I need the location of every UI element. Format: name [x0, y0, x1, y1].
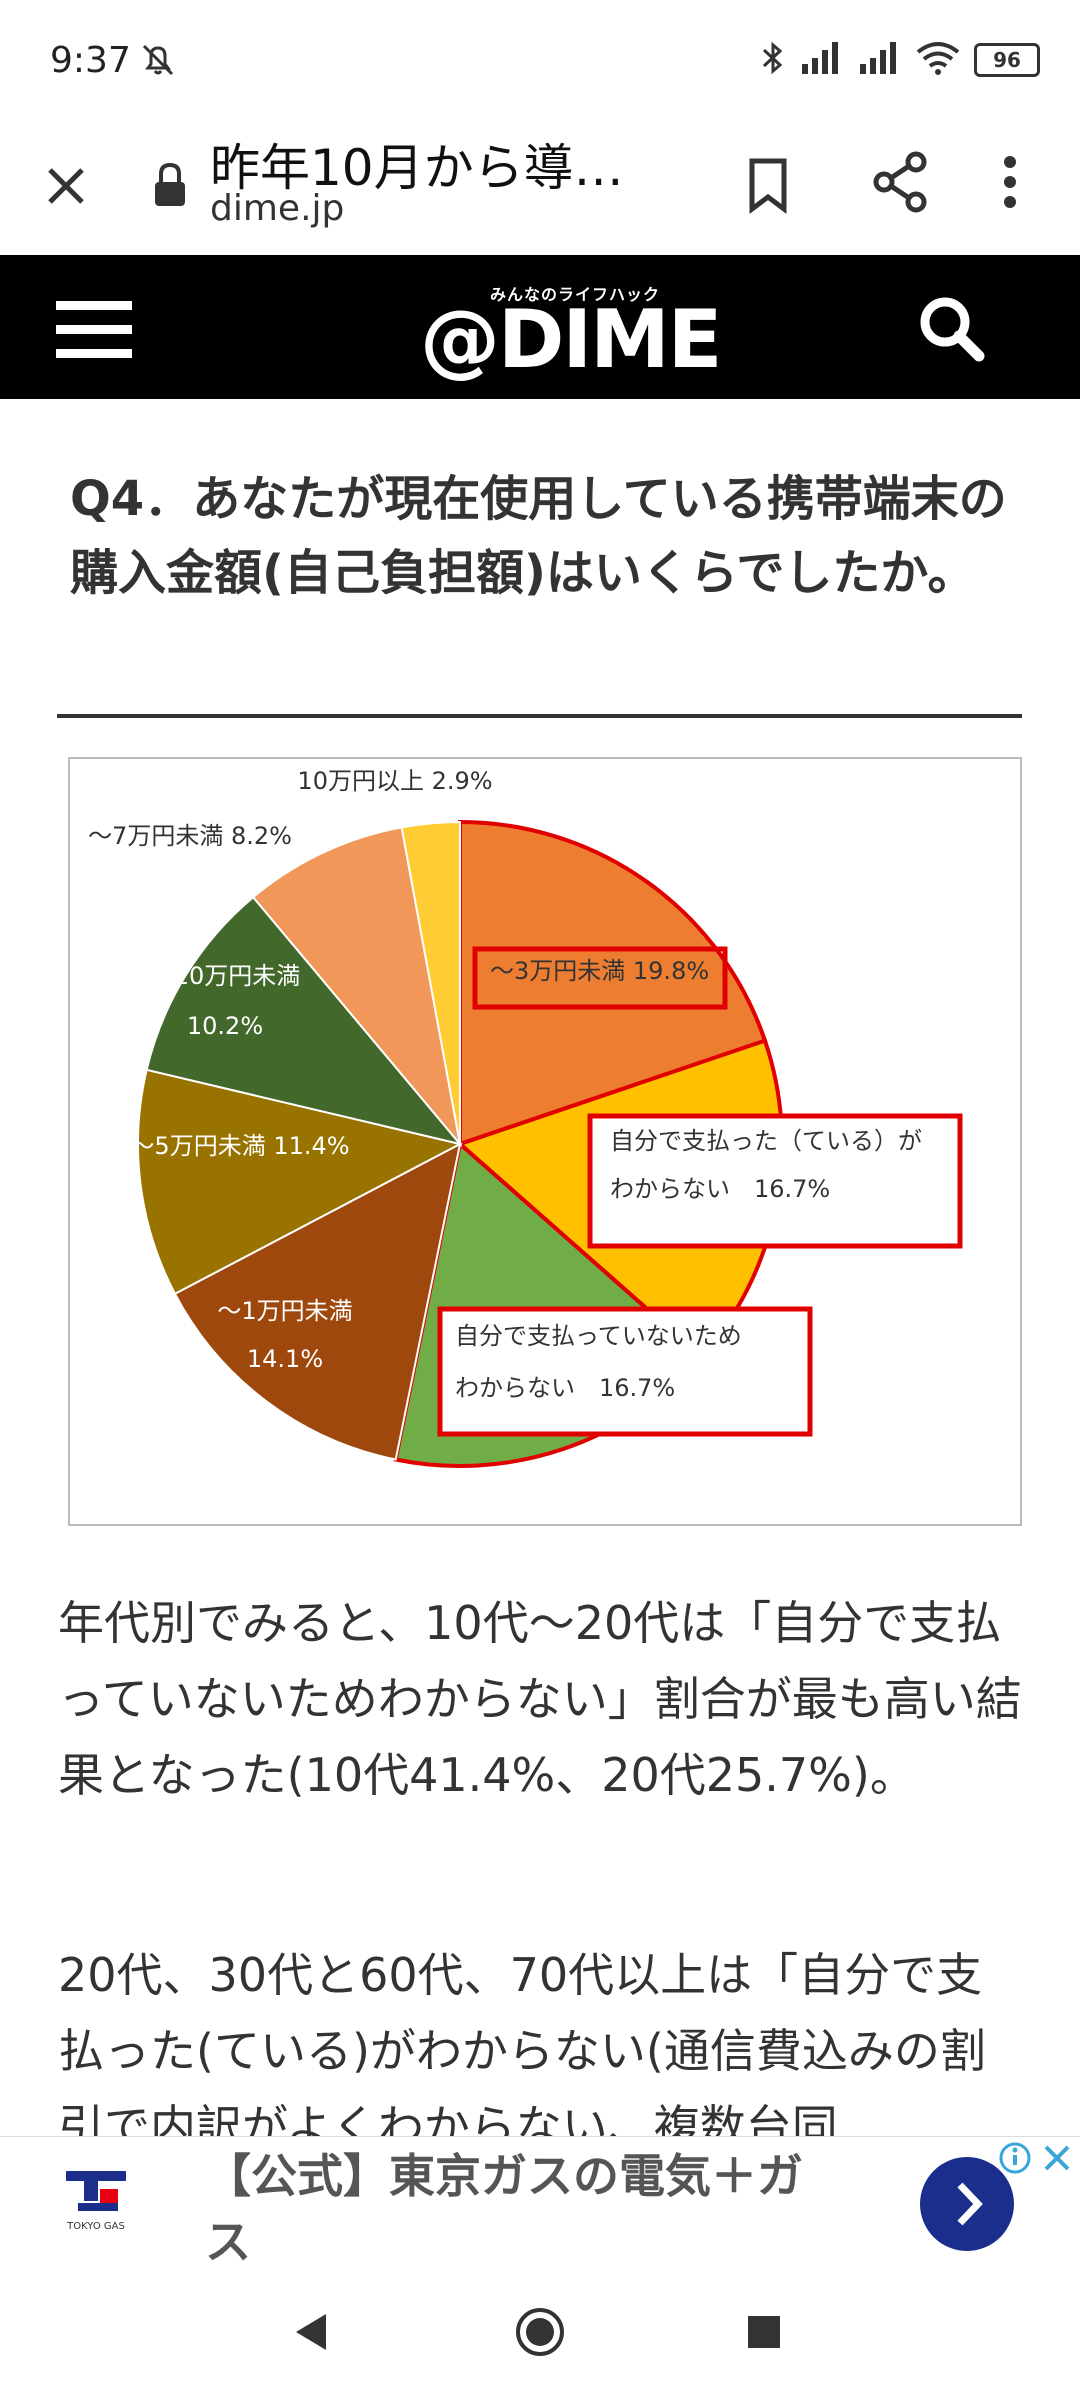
pie-chart: ～3万円未満 19.8% 自分で支払った（ている）がわからない 16.7% 自分で支…: [68, 757, 1022, 1526]
browser-toolbar: 昨年10月から導… dime.jp: [0, 120, 1080, 255]
signal-icon-2: [858, 40, 902, 80]
bluetooth-icon: [760, 40, 786, 80]
pie-label-6: ～7万円未満 8.2%: [88, 822, 292, 850]
pie-label-4: ～5万円未満 11.4%: [130, 1132, 349, 1160]
wifi-icon: [916, 40, 960, 80]
article-heading: Q4．あなたが現在使用している携帯端末の購入金額(自己負担額)はいくらでしたか。: [70, 471, 1007, 601]
logo-tagline: みんなのライフハック: [490, 285, 661, 304]
bookmark-icon[interactable]: [742, 155, 794, 219]
pie-label-7: 10万円以上 2.9%: [297, 767, 492, 795]
pie-chart-svg: ～3万円未満 19.8% 自分で支払った（ている）がわからない 16.7% 自分で支…: [88, 767, 963, 1468]
heading-divider: [57, 714, 1022, 718]
more-options-icon[interactable]: [1000, 150, 1020, 218]
status-bar: 9:37 96: [0, 0, 1080, 120]
bell-muted-icon: [138, 40, 178, 84]
article-paragraph-2: 20代、30代と60代、70代以上は「自分で支払った(ている)がわからない(通信…: [58, 1948, 986, 2136]
pie-label-5: ～10万円未満 10.2%: [150, 962, 301, 1040]
back-icon[interactable]: [290, 2310, 334, 2358]
pie-slice-0: [458, 819, 768, 1147]
pie-label-1: 自分で支払った（ている）がわからない 16.7%: [610, 1127, 922, 1203]
pie-label-3: ～1万円未満 14.1%: [217, 1297, 352, 1373]
pie-slice-6: [251, 826, 462, 1148]
lock-icon: [152, 160, 188, 216]
system-navigation-bar: [0, 2270, 1080, 2400]
close-icon[interactable]: [40, 160, 92, 216]
ad-brand: TOKYO GAS: [66, 2221, 125, 2232]
page-title[interactable]: 昨年10月から導…: [210, 139, 624, 197]
highlight-box-0: [472, 946, 728, 1010]
home-icon[interactable]: [514, 2306, 566, 2362]
battery-icon: 96: [974, 43, 1040, 77]
site-header: みんなのライフハック @DIME: [0, 255, 1080, 399]
highlight-box-1: [587, 1113, 963, 1249]
ad-text[interactable]: 【公式】東京ガスの電気＋ガス: [205, 2149, 803, 2269]
article-paragraph-1: 年代別でみると、10代～20代は「自分で支払っていないためわからない」割合が最も…: [58, 1596, 1022, 1802]
pie-label-2: 自分で支払っていないためわからない 16.7%: [455, 1322, 742, 1402]
ad-go-button[interactable]: [920, 2157, 1014, 2251]
chevron-right-icon: [957, 2182, 983, 2226]
ad-choices-icon[interactable]: [998, 2141, 1076, 2179]
pie-label-0: ～3万円未満 19.8%: [490, 957, 709, 985]
ad-banner[interactable]: TOKYO GAS 【公式】東京ガスの電気＋ガス: [0, 2136, 1080, 2271]
signal-icon: [800, 40, 844, 80]
hamburger-menu-icon[interactable]: [56, 299, 132, 363]
pie-slice-7: [400, 820, 461, 1145]
highlight-box-2: [437, 1306, 813, 1437]
page-domain[interactable]: dime.jp: [210, 188, 345, 229]
status-time: 9:37: [50, 40, 131, 81]
logo-text: @DIME: [420, 293, 722, 386]
share-icon[interactable]: [870, 150, 930, 218]
pie-slice-5: [145, 895, 463, 1146]
recents-icon[interactable]: [744, 2312, 784, 2356]
search-icon[interactable]: [915, 292, 987, 368]
site-logo[interactable]: みんなのライフハック @DIME: [400, 273, 722, 386]
tokyo-gas-logo: TOKYO GAS: [58, 2167, 138, 2241]
pie-slice-3: [173, 1142, 462, 1461]
